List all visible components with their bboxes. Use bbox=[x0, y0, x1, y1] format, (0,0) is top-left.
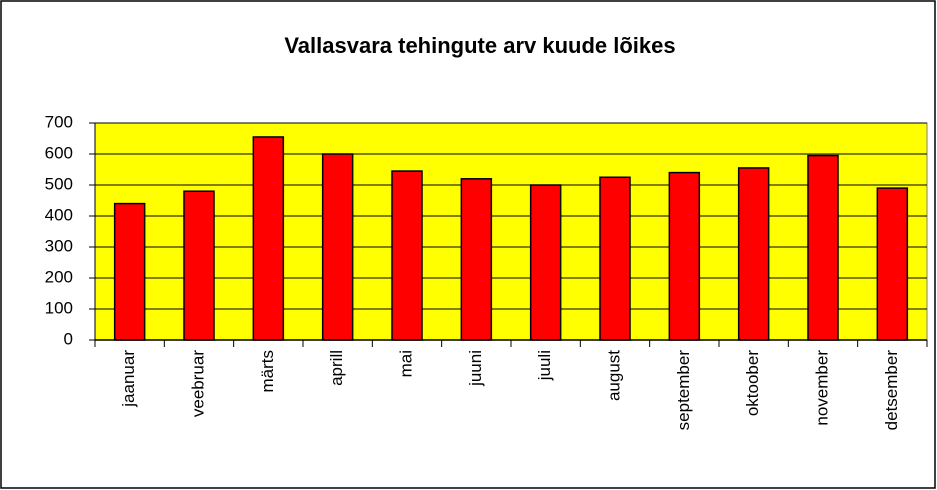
bar bbox=[252, 136, 285, 341]
y-tick-label: 0 bbox=[64, 329, 73, 348]
chart-title: Vallasvara tehingute arv kuude lõikes bbox=[284, 33, 675, 58]
x-tick-label: oktoober bbox=[743, 350, 762, 416]
bar bbox=[391, 170, 423, 341]
plot-area bbox=[94, 122, 928, 341]
x-tick-label: september bbox=[674, 350, 693, 431]
y-tick-label: 400 bbox=[45, 205, 73, 224]
x-tick-label: detsember bbox=[882, 350, 901, 431]
x-tick-label: aprill bbox=[327, 350, 346, 386]
x-tick-label: august bbox=[604, 350, 623, 401]
x-tick-label: märts bbox=[258, 350, 277, 393]
y-tick-label: 300 bbox=[45, 236, 73, 255]
bar bbox=[668, 171, 701, 341]
y-tick-label: 500 bbox=[45, 174, 73, 193]
bar bbox=[807, 154, 839, 341]
bar bbox=[737, 167, 770, 341]
x-tick-label: juuni bbox=[466, 350, 485, 387]
x-tick-label: jaanuar bbox=[119, 350, 138, 408]
bar bbox=[876, 187, 909, 341]
bar bbox=[183, 190, 215, 341]
x-tick-label: juuli bbox=[535, 350, 554, 381]
x-tick-label: mai bbox=[396, 350, 415, 377]
bar bbox=[113, 202, 146, 341]
x-tick-label: veebruar bbox=[188, 350, 207, 417]
y-tick-label: 700 bbox=[45, 112, 73, 131]
bar bbox=[599, 176, 631, 341]
y-tick-label: 600 bbox=[45, 143, 73, 162]
bar bbox=[321, 153, 354, 341]
y-tick-label: 200 bbox=[45, 267, 73, 286]
y-tick-label: 100 bbox=[45, 298, 73, 317]
bar bbox=[529, 184, 562, 341]
bar bbox=[460, 178, 493, 341]
x-tick-label: november bbox=[812, 350, 831, 426]
